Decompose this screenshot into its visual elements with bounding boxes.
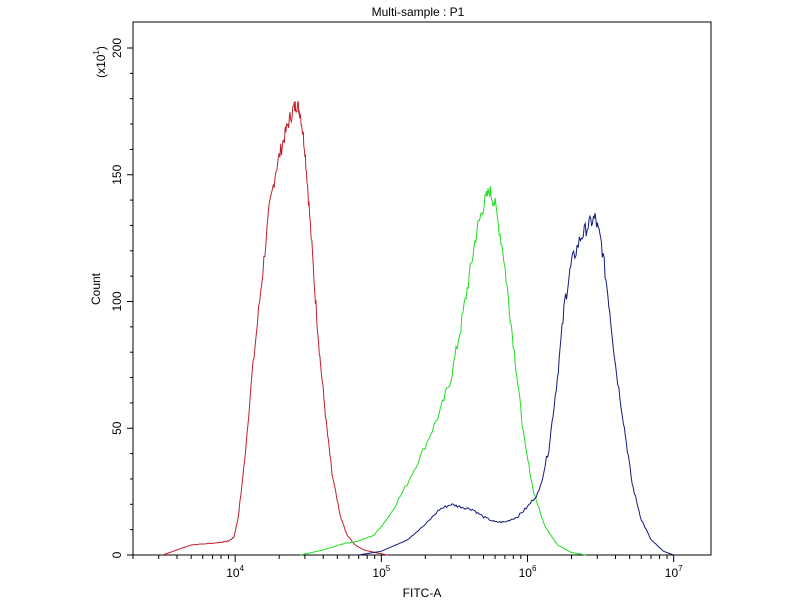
y-tick-label-group: 0 [110,551,124,558]
x-tick-label: 107 [665,564,683,580]
y-multiplier-exp: 1 [92,50,101,55]
y-multiplier-label: (x101) [92,46,108,78]
y-tick-label: 0 [110,551,124,558]
y-tick-label: 100 [110,291,124,311]
svg-text:(x101): (x101) [92,46,108,78]
series-line-3 [358,213,674,556]
y-tick-label: 150 [110,164,124,184]
y-tick-label-group: 150 [110,164,124,184]
x-tick-label: 104 [226,564,244,580]
y-axis-label: Count [89,272,103,305]
y-axis: 0 50 100 150 200 [110,38,133,558]
x-tick-label: 106 [519,564,537,580]
x-axis: 104 105 106 107 [132,555,683,580]
y-tick-label-group: 100 [110,291,124,311]
plot-frame [132,21,712,556]
y-tick-label: 50 [110,421,124,435]
series-layer [162,101,674,556]
series-line-1 [162,101,388,556]
y-tick-label-group: 200 [110,38,124,58]
y-multiplier-base: (x10 [94,54,108,78]
y-tick-label-group: 50 [110,421,124,435]
chart-title: Multi-sample : P1 [372,5,465,19]
series-line-2 [300,185,586,556]
y-tick-label: 200 [110,38,124,58]
x-tick-label: 105 [372,564,390,580]
x-axis-label: FITC-A [403,586,442,600]
